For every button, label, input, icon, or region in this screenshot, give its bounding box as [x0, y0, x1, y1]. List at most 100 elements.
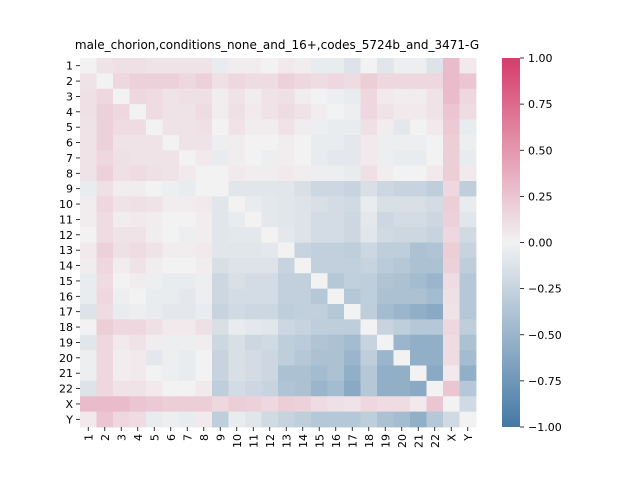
- heatmap-cell: [443, 227, 460, 243]
- heatmap-cell: [80, 304, 97, 320]
- heatmap-cell: [113, 150, 130, 167]
- heatmap-cell: [245, 257, 262, 274]
- y-tick-label: 16: [59, 290, 73, 303]
- colorbar-tick-label: −1.00: [528, 421, 562, 434]
- heatmap-cell: [393, 365, 411, 382]
- heatmap-cell: [294, 88, 312, 105]
- heatmap-cell: [377, 242, 394, 259]
- heatmap-cell: [426, 380, 444, 397]
- heatmap-cell: [195, 334, 213, 351]
- heatmap-cell: [410, 257, 427, 274]
- heatmap-cell: [344, 181, 361, 197]
- heatmap-cell: [146, 134, 163, 151]
- heatmap-cell: [245, 150, 262, 167]
- heatmap-cell: [344, 334, 361, 351]
- heatmap-cell: [426, 227, 444, 243]
- heatmap-cell: [344, 211, 361, 228]
- heatmap-cell: [179, 273, 196, 290]
- heatmap-cell: [311, 411, 328, 428]
- heatmap-cell: [459, 319, 477, 336]
- heatmap-cell: [261, 396, 279, 413]
- heatmap-cell: [294, 319, 312, 336]
- heatmap-cell: [113, 365, 130, 382]
- heatmap-cell: [327, 227, 345, 243]
- heatmap-cell: [393, 227, 411, 243]
- heatmap-cell: [80, 104, 97, 120]
- heatmap-cell: [393, 411, 411, 428]
- heatmap-cell: [410, 411, 427, 428]
- heatmap-cell: [278, 288, 295, 305]
- heatmap-cell: [377, 73, 394, 90]
- heatmap-cell: [327, 150, 345, 167]
- heatmap-cell: [327, 257, 345, 274]
- heatmap-cell: [459, 196, 477, 213]
- heatmap-cell: [80, 242, 97, 259]
- y-tick-label: 15: [59, 275, 73, 288]
- heatmap-cell: [459, 211, 477, 228]
- heatmap-cell: [426, 411, 444, 428]
- heatmap-cell: [278, 396, 295, 413]
- heatmap-cell: [113, 58, 130, 74]
- colorbar-tick-label: 0.75: [528, 98, 553, 111]
- heatmap-cell: [96, 73, 114, 90]
- heatmap-cell: [162, 396, 180, 413]
- heatmap-cell: [426, 334, 444, 351]
- heatmap-cell: [360, 119, 378, 136]
- heatmap-cell: [195, 134, 213, 151]
- heatmap-cell: [245, 411, 262, 428]
- heatmap-cell: [393, 334, 411, 351]
- heatmap-cell: [245, 365, 262, 382]
- heatmap-cell: [129, 119, 147, 136]
- heatmap-cell: [327, 104, 345, 120]
- heatmap-cell: [179, 150, 196, 167]
- heatmap-cell: [377, 211, 394, 228]
- heatmap-cell: [146, 396, 163, 413]
- heatmap-cell: [212, 288, 229, 305]
- heatmap-cell: [162, 242, 180, 259]
- heatmap-cell: [443, 181, 460, 197]
- heatmap-cell: [344, 119, 361, 136]
- heatmap-cell: [410, 319, 427, 336]
- heatmap-cell: [410, 88, 427, 105]
- heatmap-cell: [278, 242, 295, 259]
- heatmap-cell: [162, 273, 180, 290]
- heatmap-cell: [344, 365, 361, 382]
- heatmap-cell: [96, 88, 114, 105]
- heatmap-cell: [96, 319, 114, 336]
- heatmap-cell: [212, 334, 229, 351]
- heatmap-cell: [113, 196, 130, 213]
- heatmap-cell: [377, 181, 394, 197]
- y-tick-label: 4: [66, 106, 73, 119]
- heatmap-cell: [146, 365, 163, 382]
- heatmap-cell: [80, 88, 97, 105]
- heatmap-cell: [327, 88, 345, 105]
- colorbar-ticks: 1.00 0.75 0.50 0.25 0.00 −0.25 −0.50 −0.75 −1.00: [520, 52, 562, 434]
- heatmap-cell: [228, 365, 246, 382]
- heatmap-cell: [212, 150, 229, 167]
- heatmap-cell: [410, 196, 427, 213]
- heatmap-cell: [195, 257, 213, 274]
- heatmap-cell: [212, 257, 229, 274]
- heatmap-cell: [228, 257, 246, 274]
- heatmap-cell: [360, 396, 378, 413]
- heatmap-cell: [311, 88, 328, 105]
- heatmap-cell: [377, 165, 394, 182]
- heatmap-cell: [377, 58, 394, 74]
- heatmap-cell: [393, 104, 411, 120]
- heatmap-cell: [245, 273, 262, 290]
- heatmap-cell: [377, 350, 394, 366]
- heatmap-cell: [179, 380, 196, 397]
- heatmap-cell: [426, 58, 444, 74]
- heatmap-cell: [443, 273, 460, 290]
- heatmap-cell: [261, 319, 279, 336]
- heatmap-cell: [261, 181, 279, 197]
- heatmap-cell: [360, 380, 378, 397]
- y-tick-label: 14: [59, 260, 73, 273]
- heatmap-cell: [113, 396, 130, 413]
- heatmap-cell: [344, 288, 361, 305]
- heatmap-cell: [311, 227, 328, 243]
- heatmap-cell: [96, 150, 114, 167]
- heatmap-cell: [96, 104, 114, 120]
- heatmap-cell: [96, 350, 114, 366]
- heatmap-cell: [327, 165, 345, 182]
